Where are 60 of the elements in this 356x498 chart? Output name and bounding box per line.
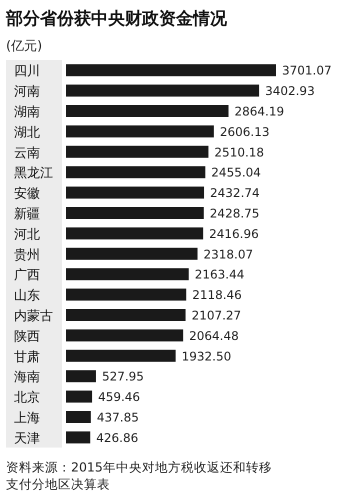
y-tick-label: 四川: [14, 64, 40, 80]
y-tick-label: 贵州: [14, 248, 40, 263]
data-label: 2428.75: [210, 206, 260, 220]
data-label: 2455.04: [211, 166, 261, 180]
data-label: 437.85: [96, 410, 139, 424]
y-tick-label: 新疆: [14, 207, 40, 222]
data-label: 2864.19: [234, 104, 284, 118]
y-tick-label: 北京: [14, 390, 40, 406]
y-tick-label: 黑龙江: [14, 166, 53, 182]
data-label: 527.95: [102, 370, 144, 384]
bar: [66, 125, 214, 138]
bar: [66, 288, 186, 301]
y-tick-label: 天津: [14, 431, 40, 446]
bar: [66, 64, 276, 76]
bar: [66, 370, 96, 382]
y-tick-label: 内蒙古: [14, 309, 53, 324]
y-tick-label: 山东: [14, 288, 40, 304]
y-tick-label: 河北: [14, 227, 40, 242]
chart-title: 部分省份获中央财政资金情况: [5, 9, 228, 29]
y-tick-label: 甘肃: [14, 350, 40, 365]
chart-subtitle: (亿元): [6, 39, 42, 54]
data-label: 426.86: [96, 430, 138, 445]
y-tick-label: 陕西: [14, 329, 40, 344]
y-tick-label: 海南: [14, 370, 40, 386]
bar: [66, 350, 176, 362]
data-label: 2064.48: [189, 328, 239, 343]
bar: [66, 390, 92, 403]
data-label: 2606.13: [220, 124, 270, 139]
data-label: 2416.96: [209, 226, 259, 241]
data-label: 2432.74: [210, 186, 260, 200]
y-tick-label: 上海: [14, 411, 40, 426]
y-tick-label: 云南: [14, 146, 40, 161]
bar: [66, 227, 204, 240]
y-tick-label: 安徽: [14, 186, 40, 202]
bar: [66, 248, 198, 260]
bar: [66, 84, 260, 97]
data-label: 2163.44: [194, 268, 244, 282]
bar: [66, 186, 204, 199]
bar: [66, 207, 204, 219]
data-label: 3402.93: [265, 84, 315, 98]
bar: [66, 411, 91, 423]
data-label: 459.46: [98, 390, 140, 404]
data-label: 2510.18: [214, 145, 264, 160]
data-label: 3701.07: [282, 64, 332, 78]
bar: [66, 329, 184, 342]
data-label: 2107.27: [192, 308, 242, 322]
y-tick-label: 湖北: [14, 125, 40, 140]
y-tick-label: 广西: [14, 268, 40, 284]
bar: [66, 105, 229, 117]
text: 资料来源：2015年中央对地方税收返还和转移支付分地区决算表: [6, 460, 272, 492]
data-label: 2318.07: [204, 247, 254, 262]
bar: [66, 431, 90, 444]
data-label: 2118.46: [192, 288, 242, 302]
bar: [66, 268, 189, 280]
y-tick-label: 河南: [14, 84, 40, 100]
y-tick-label: 湖南: [14, 105, 40, 120]
bar: [66, 146, 208, 158]
data-label: 1932.50: [182, 349, 232, 364]
bar: [66, 166, 206, 178]
bar: [66, 309, 186, 321]
